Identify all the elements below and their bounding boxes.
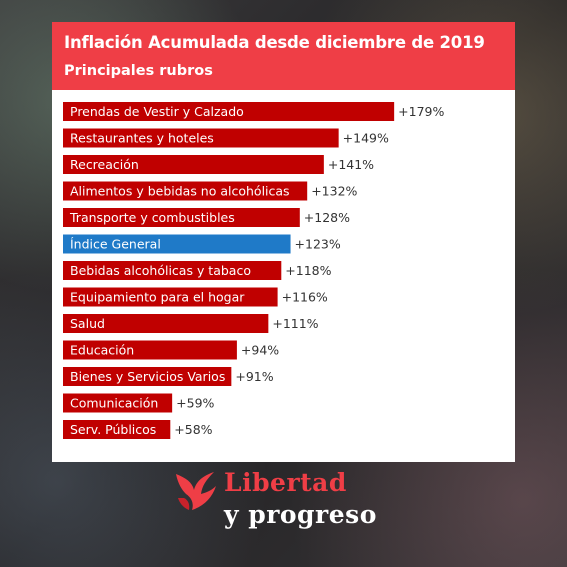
bar-category-label: Salud: [70, 316, 105, 331]
bar-value-label: +94%: [241, 343, 279, 358]
bar: [63, 102, 395, 121]
chart-card: Inflación Acumulada desde diciembre de 2…: [52, 22, 515, 462]
logo-text-line2: y progreso: [224, 500, 377, 529]
chart-header: Inflación Acumulada desde diciembre de 2…: [52, 22, 515, 90]
bar-value-label: +179%: [398, 104, 444, 119]
bar-value-label: +118%: [285, 263, 331, 278]
bar: [63, 393, 173, 413]
bar: [63, 314, 269, 333]
bar-value-label: +58%: [174, 422, 212, 437]
bar-value-label: +111%: [272, 316, 318, 331]
bar-value-label: +128%: [304, 210, 350, 225]
bar: [63, 181, 308, 201]
bar-value-label: +91%: [235, 369, 273, 384]
bar-category-label: Serv. Públicos: [70, 422, 156, 437]
bar-category-label: Equipamiento para el hogar: [70, 290, 245, 305]
bar-category-label: Restaurantes y hoteles: [70, 131, 214, 146]
chart-subtitle: Principales rubros: [64, 63, 213, 79]
bar-value-label: +116%: [282, 290, 328, 305]
bar-chart: Prendas de Vestir y Calzado +179% Restaura…: [63, 102, 444, 439]
bar-category-label: Transporte y combustibles: [69, 210, 235, 225]
bar-value-label: +132%: [311, 184, 357, 199]
bar: [63, 261, 282, 280]
bar: [63, 287, 278, 307]
bar-category-label: Bienes y Servicios Varios: [70, 369, 225, 384]
bar-value-label: +141%: [328, 157, 374, 172]
bar-category-label: Alimentos y bebidas no alcohólicas: [70, 184, 290, 199]
bar: [63, 340, 237, 360]
bar-category-label: Bebidas alcohólicas y tabaco: [70, 263, 251, 278]
bar: [63, 367, 232, 386]
bar-category-label: Prendas de Vestir y Calzado: [70, 104, 244, 119]
bar-value-label: +149%: [343, 131, 389, 146]
chart-title: Inflación Acumulada desde diciembre de 2…: [64, 33, 485, 52]
bar: [63, 155, 324, 174]
bar-category-label: Comunicación: [70, 396, 158, 411]
bar: [63, 208, 300, 227]
logo-text-line1: Libertad: [224, 468, 347, 497]
brand-logo: Libertad y progreso: [172, 466, 402, 538]
flame-bird-icon: [176, 472, 216, 510]
bar-value-label: +123%: [295, 237, 341, 252]
bar-category-label: Índice General: [70, 237, 161, 252]
bar: [63, 234, 291, 254]
bar-category-label: Recreación: [70, 157, 139, 172]
bar-value-label: +59%: [176, 396, 214, 411]
bar-category-label: Educación: [70, 343, 134, 358]
bar: [63, 420, 171, 439]
bar: [63, 128, 339, 148]
